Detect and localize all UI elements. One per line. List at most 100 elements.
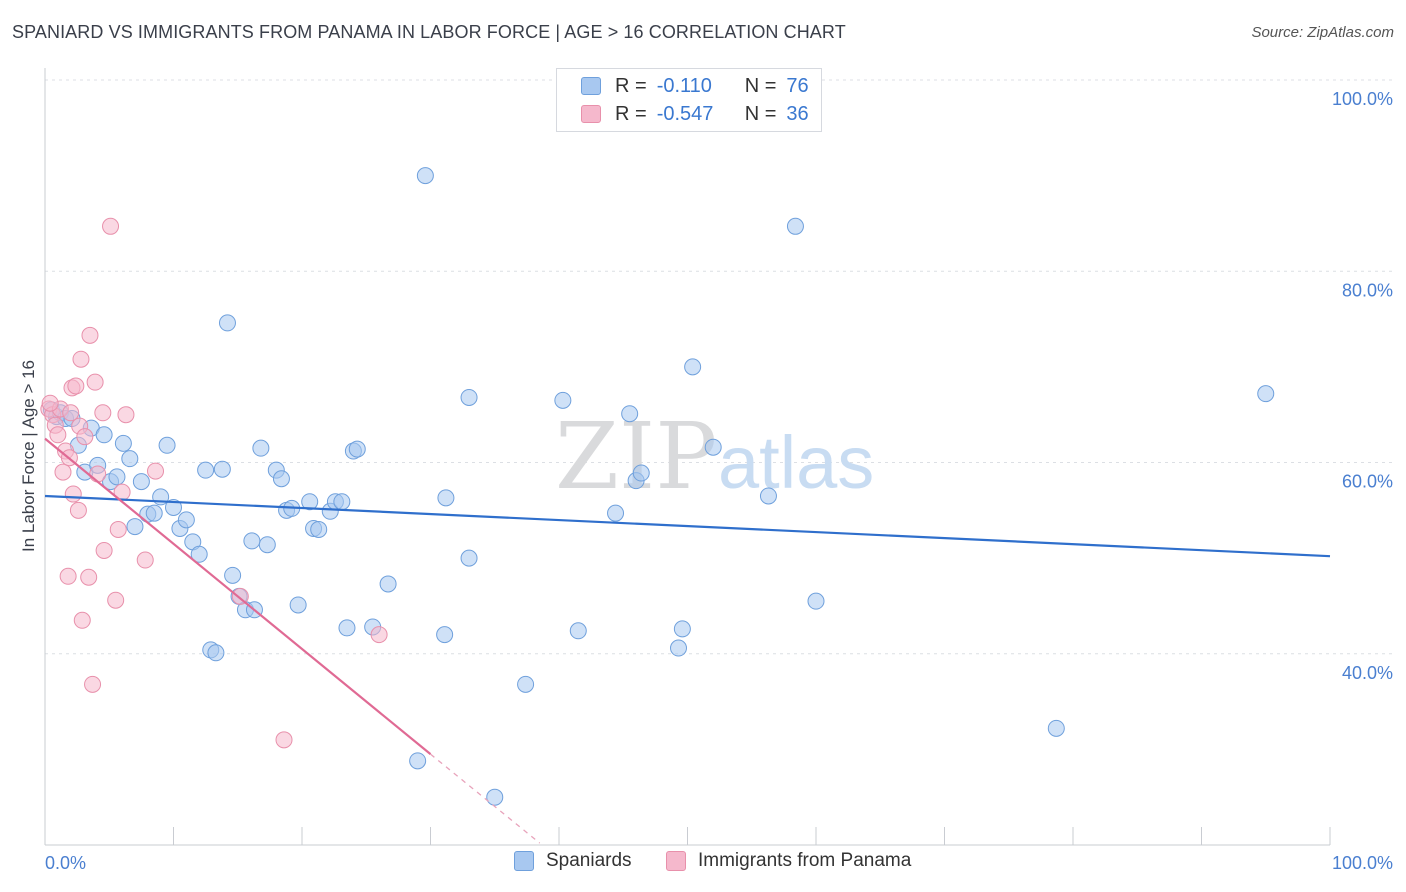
panama-point xyxy=(86,373,104,391)
spaniards-point xyxy=(673,620,691,638)
legend-swatch-spaniards xyxy=(514,851,534,871)
panama-point xyxy=(275,731,293,749)
spaniards-point xyxy=(177,511,195,529)
correlation-legend: R = -0.110 N = 76 R = -0.547 N = 36 xyxy=(556,68,822,132)
y-tick-label: 60.0% xyxy=(1342,472,1393,492)
spaniards-point xyxy=(621,405,639,423)
spaniards-point xyxy=(132,473,150,491)
spaniards-point xyxy=(632,464,650,482)
spaniards-point xyxy=(224,566,242,584)
tick-labels: 40.0% 60.0% 80.0% 100.0% 0.0% 100.0% xyxy=(45,89,1393,873)
panama-point xyxy=(107,591,125,609)
legend-r-label: R = xyxy=(615,102,647,125)
legend-r-value: -0.110 xyxy=(656,74,712,97)
y-tick-label: 40.0% xyxy=(1342,663,1393,683)
spaniards-point xyxy=(252,439,270,457)
spaniards-point xyxy=(207,644,225,662)
y-axis-label: In Labor Force | Age > 16 xyxy=(19,360,38,552)
panama-point xyxy=(89,465,107,483)
spaniards-point xyxy=(486,788,504,806)
panama-point xyxy=(49,426,67,444)
spaniards-point xyxy=(272,470,290,488)
legend-label-spaniards: Spaniards xyxy=(546,850,632,871)
legend-swatch-panama xyxy=(666,851,686,871)
panama-trend-line xyxy=(44,437,432,756)
panama-point xyxy=(72,350,90,368)
legend-n-label: N = xyxy=(744,102,777,125)
y-tick-label: 80.0% xyxy=(1342,280,1393,300)
grid-lines xyxy=(45,79,1393,655)
spaniards-point xyxy=(684,358,702,376)
legend-swatch-spaniards xyxy=(581,77,601,95)
spaniards-point xyxy=(1047,719,1065,737)
panama-point xyxy=(69,501,87,519)
watermark: ZIP atlas xyxy=(555,403,874,510)
spaniards-point xyxy=(379,575,397,593)
spaniards-point xyxy=(416,167,434,185)
panama-point xyxy=(84,675,102,693)
spaniards-trend-line xyxy=(44,494,1331,558)
source-label: Source: ZipAtlas.com xyxy=(1251,24,1394,41)
legend-swatch-panama xyxy=(581,105,601,123)
spaniards-point xyxy=(786,217,804,235)
spaniards-point xyxy=(1257,385,1275,403)
panama-point xyxy=(41,394,59,412)
spaniards-point xyxy=(554,391,572,409)
data-points xyxy=(40,167,1275,806)
spaniards-point xyxy=(114,434,132,452)
legend-row-panama: R = -0.547 N = 36 xyxy=(581,101,809,127)
spaniards-point xyxy=(218,314,236,332)
spaniards-point xyxy=(569,622,587,640)
y-tick-label: 100.0% xyxy=(1332,89,1393,109)
spaniards-point xyxy=(607,504,625,522)
spaniards-point xyxy=(338,619,356,637)
spaniards-point xyxy=(145,504,163,522)
panama-point xyxy=(117,406,135,424)
panama-point xyxy=(94,404,112,422)
axes xyxy=(44,68,1331,846)
legend-n-label: N = xyxy=(744,74,777,97)
panama-point xyxy=(76,428,94,446)
chart-title: SPANIARD VS IMMIGRANTS FROM PANAMA IN LA… xyxy=(12,22,846,42)
panama-point xyxy=(81,326,99,344)
spaniards-point xyxy=(437,489,455,507)
panama-point xyxy=(147,462,165,480)
spaniards-point xyxy=(460,549,478,567)
spaniards-point xyxy=(258,536,276,554)
watermark-zip: ZIP xyxy=(555,403,717,510)
x-tick-label: 0.0% xyxy=(45,853,86,873)
panama-point xyxy=(73,611,91,629)
panama-point xyxy=(109,520,127,538)
spaniards-point xyxy=(243,532,261,550)
spaniards-point xyxy=(95,426,113,444)
watermark-atlas: atlas xyxy=(718,421,874,504)
spaniards-point xyxy=(436,626,454,644)
legend-item-spaniards: Spaniards xyxy=(514,850,632,872)
panama-point xyxy=(136,551,154,569)
spaniards-point xyxy=(165,498,182,516)
panama-point xyxy=(67,377,85,395)
panama-point xyxy=(80,568,98,586)
panama-point xyxy=(370,626,388,644)
spaniards-point xyxy=(190,545,208,563)
panama-point xyxy=(64,485,82,503)
legend-n-value: 76 xyxy=(786,74,809,97)
panama-trend-extension xyxy=(430,753,541,844)
panama-point xyxy=(102,217,120,235)
spaniards-point xyxy=(310,520,328,538)
x-tick-label: 100.0% xyxy=(1332,853,1393,873)
spaniards-point xyxy=(517,675,535,693)
spaniards-point xyxy=(289,596,307,614)
spaniards-point xyxy=(158,436,176,454)
legend-r-label: R = xyxy=(615,74,647,97)
spaniards-point xyxy=(301,493,319,511)
spaniards-point xyxy=(213,460,231,478)
panama-point xyxy=(54,463,72,481)
spaniards-point xyxy=(197,461,215,479)
spaniards-point xyxy=(126,518,144,536)
series-legend: Spaniards Immigrants from Panama xyxy=(0,850,1406,878)
spaniards-point xyxy=(121,450,139,468)
spaniards-point xyxy=(807,592,825,610)
spaniards-point xyxy=(704,438,722,456)
